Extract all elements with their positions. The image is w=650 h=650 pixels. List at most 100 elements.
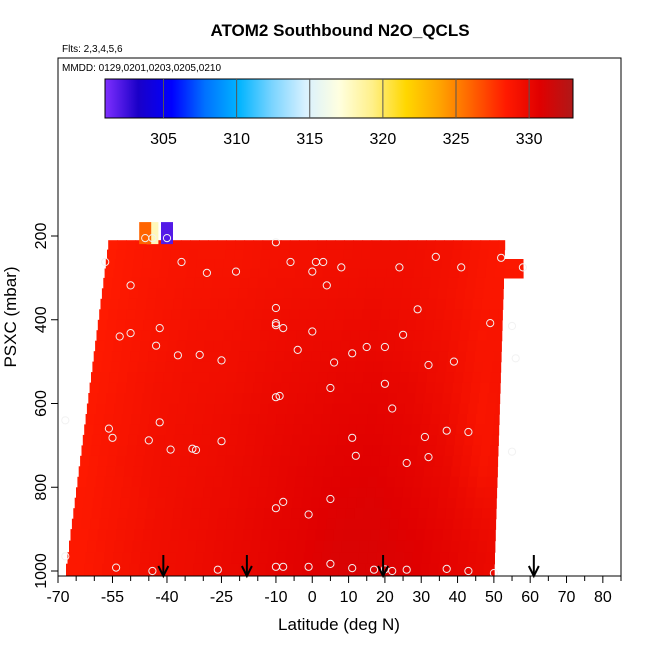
- heatmap-cell: [173, 508, 183, 520]
- heatmap-cell: [221, 552, 232, 565]
- heatmap-cell: [471, 518, 482, 530]
- heatmap-cell: [465, 497, 475, 509]
- y-tick-label: 800: [33, 474, 50, 501]
- heatmap-cell: [426, 518, 436, 530]
- heatmap-cell: [310, 288, 321, 300]
- heatmap-cell: [275, 277, 286, 289]
- heatmap-cell: [282, 434, 293, 446]
- heatmap-cell: [213, 340, 223, 352]
- heatmap-cell: [456, 497, 466, 509]
- heatmap-cell: [314, 466, 325, 478]
- heatmap-cell: [131, 340, 142, 352]
- heatmap-cell: [145, 445, 155, 457]
- heatmap-cell: [480, 518, 491, 530]
- sample-point: [104, 424, 114, 433]
- heatmap-cell: [259, 330, 270, 342]
- heatmap-cell: [389, 309, 400, 321]
- heatmap-cell: [179, 319, 190, 331]
- heatmap-cell: [329, 563, 340, 576]
- heatmap-cell: [442, 393, 453, 405]
- heatmap-cell: [398, 240, 409, 251]
- heatmap-cell: [244, 382, 254, 394]
- heatmap-cell: [256, 563, 267, 576]
- heatmap-cell: [70, 529, 81, 542]
- heatmap-cell: [394, 552, 405, 565]
- heatmap-cell: [284, 424, 294, 436]
- heatmap-cell: [409, 434, 420, 446]
- heatmap-cell: [376, 414, 386, 426]
- heatmap-cell: [208, 240, 218, 251]
- heatmap-cell: [123, 403, 133, 415]
- heatmap-cell: [226, 309, 236, 321]
- heatmap-cell: [497, 319, 503, 331]
- heatmap-cell: [420, 424, 430, 436]
- heatmap-cell: [253, 240, 264, 251]
- heatmap-cell: [247, 288, 257, 300]
- heatmap-cell: [131, 414, 141, 426]
- heatmap-cell: [282, 298, 292, 310]
- heatmap-cell: [145, 372, 156, 384]
- heatmap-cell: [472, 298, 483, 310]
- heatmap-cell: [252, 455, 263, 467]
- heatmap-cell: [407, 518, 418, 530]
- heatmap-cell: [264, 361, 275, 373]
- heatmap-cell: [299, 445, 310, 457]
- heatmap-cell: [93, 563, 103, 576]
- heatmap-cell: [129, 424, 140, 436]
- heatmap-cell: [434, 382, 445, 394]
- heatmap-cell: [309, 434, 320, 446]
- heatmap-cell: [118, 372, 128, 384]
- heatmap-cell: [279, 529, 290, 542]
- heatmap-cell: [105, 403, 115, 415]
- heatmap-cell: [277, 540, 288, 553]
- heatmap-cell: [105, 330, 116, 342]
- heatmap-cell: [126, 518, 137, 530]
- heatmap-cell: [505, 259, 515, 269]
- heatmap-cell: [342, 466, 352, 478]
- heatmap-cell: [331, 340, 341, 352]
- heatmap-cell: [481, 372, 492, 384]
- heatmap-cell: [120, 424, 131, 436]
- heatmap-cell: [305, 259, 316, 269]
- heatmap-cell: [161, 529, 171, 542]
- heatmap-cell: [308, 372, 319, 384]
- heatmap-cell: [147, 288, 157, 300]
- heatmap-cell: [436, 298, 447, 310]
- heatmap-cell: [450, 330, 461, 342]
- heatmap-cell: [489, 382, 499, 394]
- sample-point: [231, 267, 241, 276]
- heatmap-cell: [492, 424, 500, 436]
- heatmap-cell: [460, 466, 470, 478]
- heatmap-cell: [278, 259, 288, 269]
- heatmap-cell: [411, 424, 421, 436]
- heatmap-cell: [459, 330, 470, 342]
- heatmap-cell: [206, 319, 217, 331]
- heatmap-cell: [368, 403, 379, 415]
- heatmap-cell: [217, 518, 227, 530]
- heatmap-cell: [385, 340, 396, 352]
- heatmap-cell: [183, 288, 194, 300]
- heatmap-cell: [167, 340, 178, 352]
- heatmap-cell: [185, 277, 195, 289]
- heatmap-cell: [234, 382, 245, 394]
- heatmap-cell: [236, 508, 247, 520]
- heatmap-cell: [397, 393, 407, 405]
- heatmap-cell: [123, 540, 134, 553]
- heatmap-cell: [259, 476, 269, 488]
- sample-point: [380, 342, 389, 352]
- heatmap-cell: [389, 382, 399, 394]
- sample-point: [217, 356, 226, 365]
- sample-point: [126, 281, 135, 290]
- heatmap-cell: [109, 508, 120, 520]
- heatmap-cell: [296, 330, 306, 342]
- heatmap-cell: [131, 476, 142, 488]
- heatmap-cell: [331, 476, 342, 488]
- heatmap-cell: [154, 445, 164, 457]
- heatmap-cell: [437, 361, 448, 373]
- heatmap-cell: [222, 268, 233, 279]
- heatmap-cell: [353, 445, 364, 457]
- x-tick-label: 40: [449, 589, 467, 606]
- heatmap-cell: [197, 319, 208, 331]
- heatmap-cell: [191, 508, 201, 520]
- heatmap-cell: [456, 288, 466, 300]
